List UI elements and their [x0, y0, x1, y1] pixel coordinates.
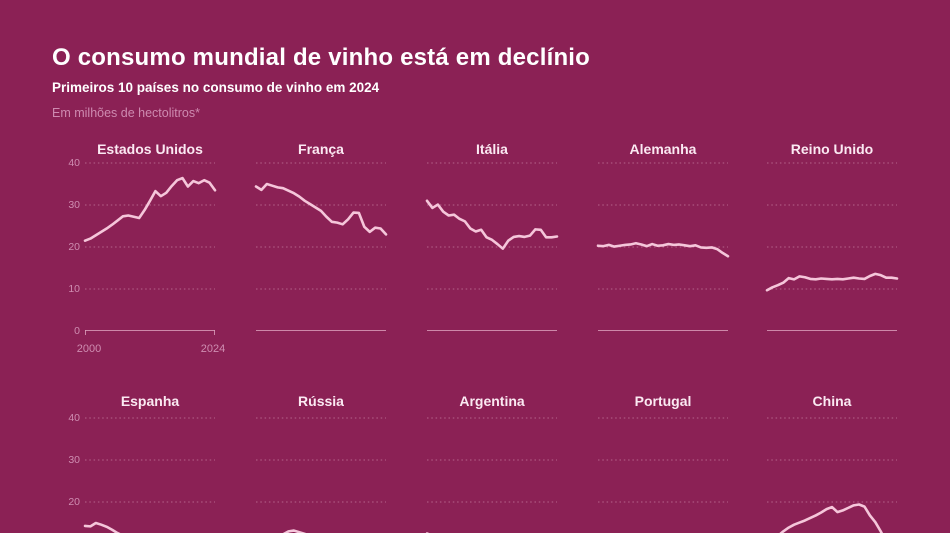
chart-title-estados-unidos: Estados Unidos [97, 141, 203, 157]
y-tick-label-row1-20: 20 [68, 241, 80, 253]
line-chart-espanha [83, 417, 215, 533]
data-line-espanha [83, 521, 121, 533]
y-tick-label-row1-30: 30 [68, 199, 80, 211]
data-line-alemanha [596, 241, 730, 258]
line-chart-argentina [425, 417, 557, 533]
line-chart-estados-unidos [83, 162, 217, 335]
chart-title-argentina: Argentina [459, 393, 525, 409]
data-line-china [779, 503, 884, 533]
line-chart-italia [425, 162, 559, 331]
chart-title-alemanha: Alemanha [629, 141, 697, 157]
chart-title-china: China [812, 393, 852, 409]
unit-note: Em milhões de hectolitros* [52, 106, 200, 120]
y-tick-label-row1-0: 0 [74, 325, 80, 337]
chart-title-portugal: Portugal [634, 393, 692, 409]
x-tick-label-2000: 2000 [76, 343, 102, 355]
y-tick-label-row2-20: 20 [68, 496, 80, 508]
chart-title-franca: França [298, 141, 344, 157]
data-line-estados-unidos [83, 176, 217, 242]
chart-title-reino-unido: Reino Unido [790, 141, 874, 157]
chart-title-espanha: Espanha [120, 393, 180, 409]
chart-title-italia: Itália [476, 141, 508, 157]
y-tick-label-row1-40: 40 [68, 157, 80, 169]
data-line-franca [254, 182, 388, 236]
y-tick-label-row1-10: 10 [68, 283, 80, 295]
data-line-italia [425, 199, 559, 250]
line-chart-russia [256, 417, 386, 533]
chart-title-russia: Rússia [298, 393, 344, 409]
data-line-reino-unido [765, 272, 899, 292]
page-subtitle: Primeiros 10 países no consumo de vinho … [52, 80, 380, 95]
y-tick-label-row2-40: 40 [68, 412, 80, 424]
x-tick-label-2024: 2024 [200, 343, 226, 355]
line-chart-portugal [598, 417, 728, 503]
line-chart-franca [254, 162, 388, 331]
line-chart-reino-unido [765, 162, 899, 331]
y-tick-label-row2-30: 30 [68, 454, 80, 466]
line-chart-alemanha [596, 162, 730, 331]
line-chart-china [767, 417, 897, 533]
page-title: O consumo mundial de vinho está em declí… [52, 44, 591, 71]
